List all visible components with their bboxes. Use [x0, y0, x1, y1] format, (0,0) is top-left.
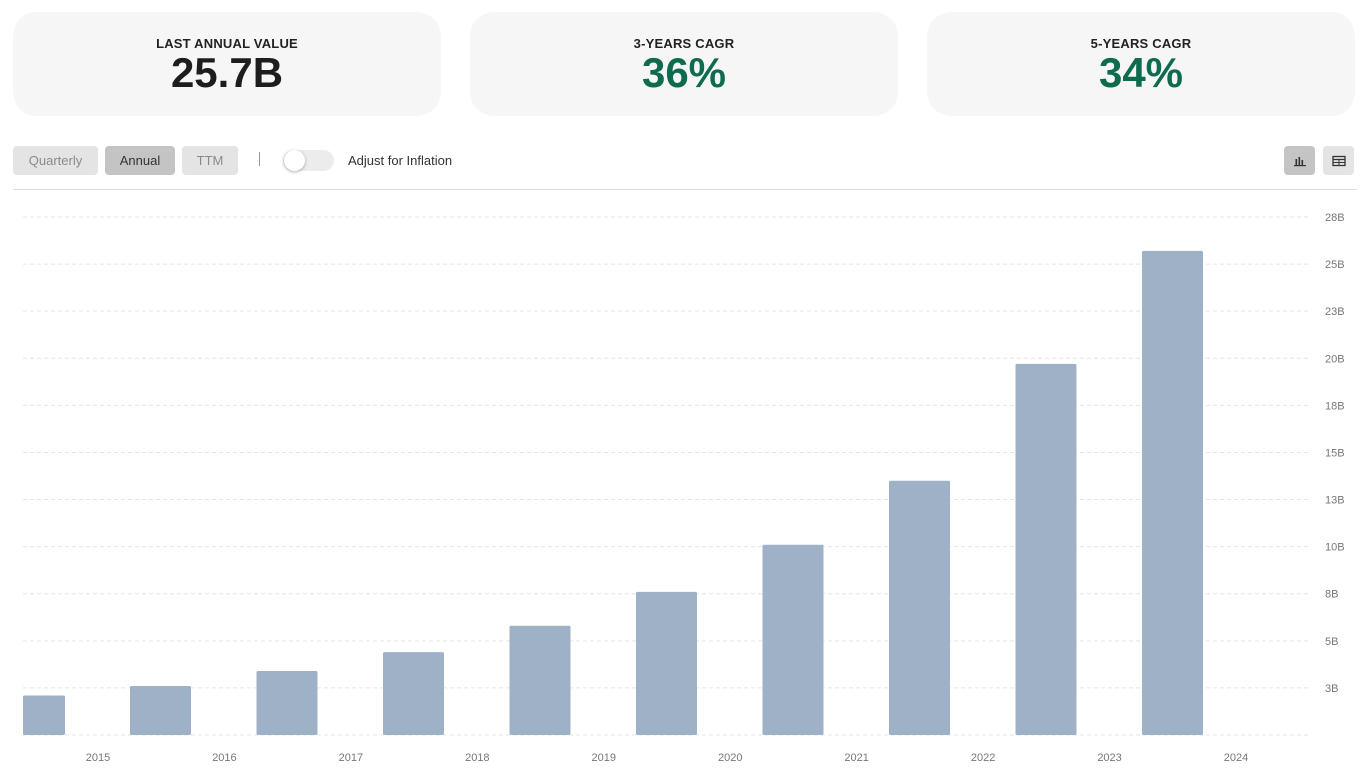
bar-2021[interactable]: [889, 480, 950, 735]
quarterly-button[interactable]: Quarterly: [13, 146, 98, 175]
card-label: 5-YEARS CAGR: [1090, 36, 1192, 51]
card-3-years-cagr: 3-YEARS CAGR 36%: [470, 12, 898, 116]
bar-2015[interactable]: [130, 686, 191, 735]
x-tick-label: 2019: [592, 752, 616, 764]
card-value: 25.7B: [170, 49, 284, 96]
bar-2017[interactable]: [383, 652, 444, 735]
bar-chart-icon: [1293, 156, 1306, 166]
bar-2022[interactable]: [1015, 363, 1077, 735]
x-tick-label: 2016: [212, 752, 236, 764]
summary-cards: LAST ANNUAL VALUE 25.7B 3-YEARS CAGR 36%…: [13, 12, 1355, 116]
bar-2018[interactable]: [509, 625, 571, 735]
y-tick-label: 25B: [1325, 259, 1345, 271]
y-tick-label: 28B: [1325, 212, 1345, 224]
card-value: 34%: [1098, 49, 1184, 96]
bar-2019[interactable]: [636, 591, 697, 735]
card-value: 36%: [641, 49, 727, 96]
bar-chart: 3B 5B 8B 10B 13B 15B 18B 20B 23B 25B 28B 2015 2016 20…: [23, 212, 1345, 764]
x-tick-label: 2021: [844, 752, 868, 764]
card-last-annual-value: LAST ANNUAL VALUE 25.7B: [13, 12, 441, 116]
table-view-button[interactable]: [1323, 146, 1354, 175]
bar-2020[interactable]: [762, 544, 824, 735]
card-5-years-cagr: 5-YEARS CAGR 34%: [927, 12, 1355, 116]
inflation-toggle[interactable]: [283, 150, 334, 171]
x-tick-label: 2023: [1097, 752, 1121, 764]
y-tick-label: 3B: [1325, 683, 1338, 695]
y-tick-label: 10B: [1325, 542, 1345, 554]
separator: [259, 152, 260, 166]
card-label: 3-YEARS CAGR: [633, 36, 735, 51]
y-tick-label: 20B: [1325, 353, 1345, 365]
ttm-button[interactable]: TTM: [182, 146, 238, 175]
chart-toolbar: Quarterly Annual TTM Adjust for Inflatio…: [13, 146, 1357, 176]
card-label: LAST ANNUAL VALUE: [156, 36, 298, 51]
bar-2016[interactable]: [256, 670, 318, 735]
x-tick-label: 2020: [718, 752, 742, 764]
chart-view-button[interactable]: [1284, 146, 1315, 175]
table-icon: [1331, 155, 1346, 166]
bar-2014[interactable]: [23, 695, 65, 735]
y-tick-label: 5B: [1325, 636, 1338, 648]
x-tick-label: 2015: [86, 752, 110, 764]
y-tick-label: 23B: [1325, 306, 1345, 318]
y-tick-label: 8B: [1325, 589, 1338, 601]
inflation-label: Adjust for Inflation: [348, 153, 453, 168]
x-tick-label: 2022: [971, 752, 995, 764]
x-tick-label: 2024: [1224, 752, 1248, 764]
toggle-knob: [284, 150, 305, 171]
toolbar-divider: [13, 189, 1357, 190]
y-tick-label: 13B: [1325, 495, 1345, 507]
x-tick-label: 2018: [465, 752, 489, 764]
y-tick-label: 18B: [1325, 400, 1345, 412]
y-tick-label: 15B: [1325, 447, 1345, 459]
bar-2023[interactable]: [1142, 250, 1203, 735]
annual-button[interactable]: Annual: [105, 146, 175, 175]
x-tick-label: 2017: [339, 752, 363, 764]
